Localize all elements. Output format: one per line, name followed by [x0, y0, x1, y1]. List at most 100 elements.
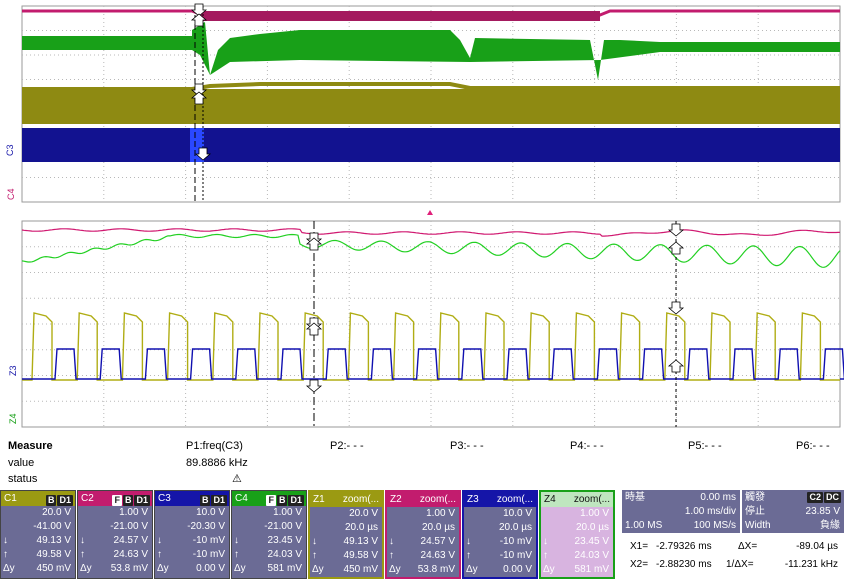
- tile-badges: F B D1: [265, 493, 304, 508]
- channel-tiles: C1 B D1 20.0 V -41.00 V ↓ 49.13 V ↑ 49.58 V Δy 450…: [0, 490, 844, 579]
- tile-badge: B: [199, 495, 211, 506]
- cursor-arrow-icon[interactable]: [305, 322, 323, 336]
- zoom-tile-z2[interactable]: Z2 zoom(... 1.00 V 20.0 µs ↓ 24.57 V ↑ 24.63 V Δ…: [385, 490, 461, 579]
- tile-row-label: ↑: [157, 549, 162, 560]
- tile-row: -41.00 V: [1, 520, 75, 534]
- param-p4-name[interactable]: P4:- - -: [570, 440, 604, 452]
- tile-label: C3: [158, 493, 171, 504]
- tile-badge: D1: [134, 495, 150, 506]
- tile-row-label: ↓: [80, 535, 85, 546]
- tile-row-value: 10.0 V: [196, 507, 225, 518]
- measure-status-row: status ⚠: [0, 471, 844, 487]
- tile-row-value: 0.00 V: [196, 563, 225, 574]
- param-p5-name[interactable]: P5:- - -: [688, 440, 722, 452]
- tile-label: Z4: [544, 494, 556, 505]
- cursor-arrow-icon[interactable]: [190, 91, 208, 105]
- tile-header: Z4 zoom(...: [541, 492, 613, 507]
- tile-row-label: ↑: [543, 550, 548, 561]
- cursor-arrow-icon[interactable]: [667, 301, 685, 315]
- cursor-arrow-icon[interactable]: [190, 13, 208, 27]
- channel-tile-c2[interactable]: C2 F B D1 1.00 V -21.00 V ↓ 24.57 V ↑ 24.63 V Δy 53…: [77, 490, 153, 579]
- tile-row-label: ↓: [157, 535, 162, 546]
- cursor-arrow-icon[interactable]: [667, 359, 685, 373]
- cursor-arrows-zoom: [305, 223, 685, 393]
- param-p1-name[interactable]: P1:freq(C3): [186, 440, 243, 452]
- marker-z4: Z4: [8, 413, 18, 424]
- tile-row: -21.00 V: [78, 520, 152, 534]
- measure-title: Measure: [8, 440, 53, 452]
- trigger-tags: C2 DC: [806, 490, 841, 505]
- trigger-level: 23.85 V: [805, 506, 840, 517]
- tile-label: Z3: [467, 494, 479, 505]
- tile-row-label: ↑: [389, 550, 394, 561]
- tile-row-value: 53.8 mV: [110, 563, 148, 574]
- tile-row: ↓ 49.13 V: [1, 534, 75, 548]
- tile-header: Z3 zoom(...: [464, 492, 536, 507]
- zoom-tile-z3[interactable]: Z3 zoom(... 10.0 V 20.0 µs ↓ -10 mV ↑ -10 mV Δy 0…: [462, 490, 538, 579]
- cursor-arrow-icon[interactable]: [667, 241, 685, 255]
- timebase-samples: 1.00 MS: [625, 520, 663, 531]
- tile-row-label: Δy: [3, 563, 15, 574]
- timebase-delay: 0.00 ms: [700, 492, 736, 503]
- tile-row-value: 10.0 V: [503, 508, 532, 519]
- tile-row-value: -10 mV: [499, 536, 532, 547]
- tile-row: ↓ 49.13 V: [310, 535, 382, 549]
- tile-zoom-name: zoom(...: [342, 494, 379, 505]
- tile-row-label: ↓: [3, 535, 8, 546]
- zoom-tile-z4[interactable]: Z4 zoom(... 1.00 V 20.0 µs ↓ 23.45 V ↑ 24.03 V Δ…: [539, 490, 615, 579]
- tile-row: ↓ 23.45 V: [541, 535, 613, 549]
- cursor-arrow-icon[interactable]: [305, 379, 323, 393]
- trace-z4: [21, 233, 841, 268]
- trigger-position-marker: [427, 210, 433, 215]
- trigger-panel[interactable]: 觸發 C2 DC 停止 23.85 V Width 負緣: [742, 490, 844, 579]
- tile-row-value: 1.00 V: [119, 507, 148, 518]
- timebase-panel[interactable]: 時基 0.00 ms 1.00 ms/div 1.00 MS 100 MS/s: [622, 490, 740, 579]
- tile-row-value: 24.63 V: [113, 549, 148, 560]
- tile-row-label: ↑: [80, 549, 85, 560]
- cursor-arrow-icon[interactable]: [194, 147, 212, 161]
- cursor-arrow-icon[interactable]: [190, 83, 208, 97]
- tile-row-label: ↓: [234, 535, 239, 546]
- tile-row: Δy 53.8 mV: [78, 562, 152, 576]
- tile-header: Z2 zoom(...: [387, 492, 459, 507]
- channel-tile-c3[interactable]: C3 B D1 10.0 V -20.30 V ↓ -10 mV ↑ -10 mV Δy 0.00 …: [154, 490, 230, 579]
- cursor-arrows-main: [190, 3, 212, 161]
- marker-c4-top: C4: [6, 188, 16, 200]
- cursor-x2-label: X2=: [630, 559, 649, 570]
- cursor-arrow-icon[interactable]: [667, 223, 685, 237]
- trace-c1-main-top: [22, 82, 840, 91]
- param-p2-name[interactable]: P2:- - -: [330, 440, 364, 452]
- tile-row: ↑ 49.58 V: [1, 548, 75, 562]
- tile-row-label: Δy: [312, 564, 324, 575]
- cursor-x1-label: X1=: [630, 541, 649, 552]
- cursor-dx-label: ΔX=: [738, 541, 758, 552]
- param-p6-name[interactable]: P6:- - -: [796, 440, 830, 452]
- tile-row: ↑ 24.03 V: [541, 549, 613, 563]
- zoom-tile-z1[interactable]: Z1 zoom(... 20.0 V 20.0 µs ↓ 49.13 V ↑ 49.58 V Δ…: [308, 490, 384, 579]
- param-p3-name[interactable]: P3:- - -: [450, 440, 484, 452]
- tile-row: 20.0 µs: [541, 521, 613, 535]
- tile-row-value: 450 mV: [36, 563, 71, 574]
- tile-row-label: Δy: [543, 564, 555, 575]
- tile-row-label: ↓: [389, 536, 394, 547]
- cursor-arrow-icon[interactable]: [190, 3, 208, 17]
- channel-tile-c1[interactable]: C1 B D1 20.0 V -41.00 V ↓ 49.13 V ↑ 49.58 V Δy 450…: [0, 490, 76, 579]
- tile-badge: D1: [211, 495, 227, 506]
- tile-badge: B: [45, 495, 57, 506]
- tile-row: Δy 581 mV: [232, 562, 306, 576]
- trigger-type-row: Width 負緣: [742, 519, 844, 533]
- tile-row: 1.00 V: [541, 507, 613, 521]
- cursor-arrow-icon[interactable]: [305, 237, 323, 251]
- marker-c3: C3: [5, 144, 15, 156]
- tile-row: 20.0 V: [310, 507, 382, 521]
- tile-row-label: ↓: [543, 536, 548, 547]
- tile-row: Δy 450 mV: [310, 563, 382, 577]
- trigger-mode-row: 停止 23.85 V: [742, 505, 844, 519]
- trigger-type: Width: [745, 520, 771, 531]
- tile-row-label: ↑: [312, 550, 317, 561]
- cursor-readout-row1: X1= -2.79326 ms ΔX= -89.04 µs: [622, 540, 844, 554]
- channel-tile-c4[interactable]: C4 F B D1 1.00 V -21.00 V ↓ 23.45 V ↑ 24.03 V Δy 58…: [231, 490, 307, 579]
- trigger-source-badge: C2: [807, 492, 823, 503]
- tile-row-value: 450 mV: [343, 564, 378, 575]
- tile-row-value: 49.13 V: [343, 536, 378, 547]
